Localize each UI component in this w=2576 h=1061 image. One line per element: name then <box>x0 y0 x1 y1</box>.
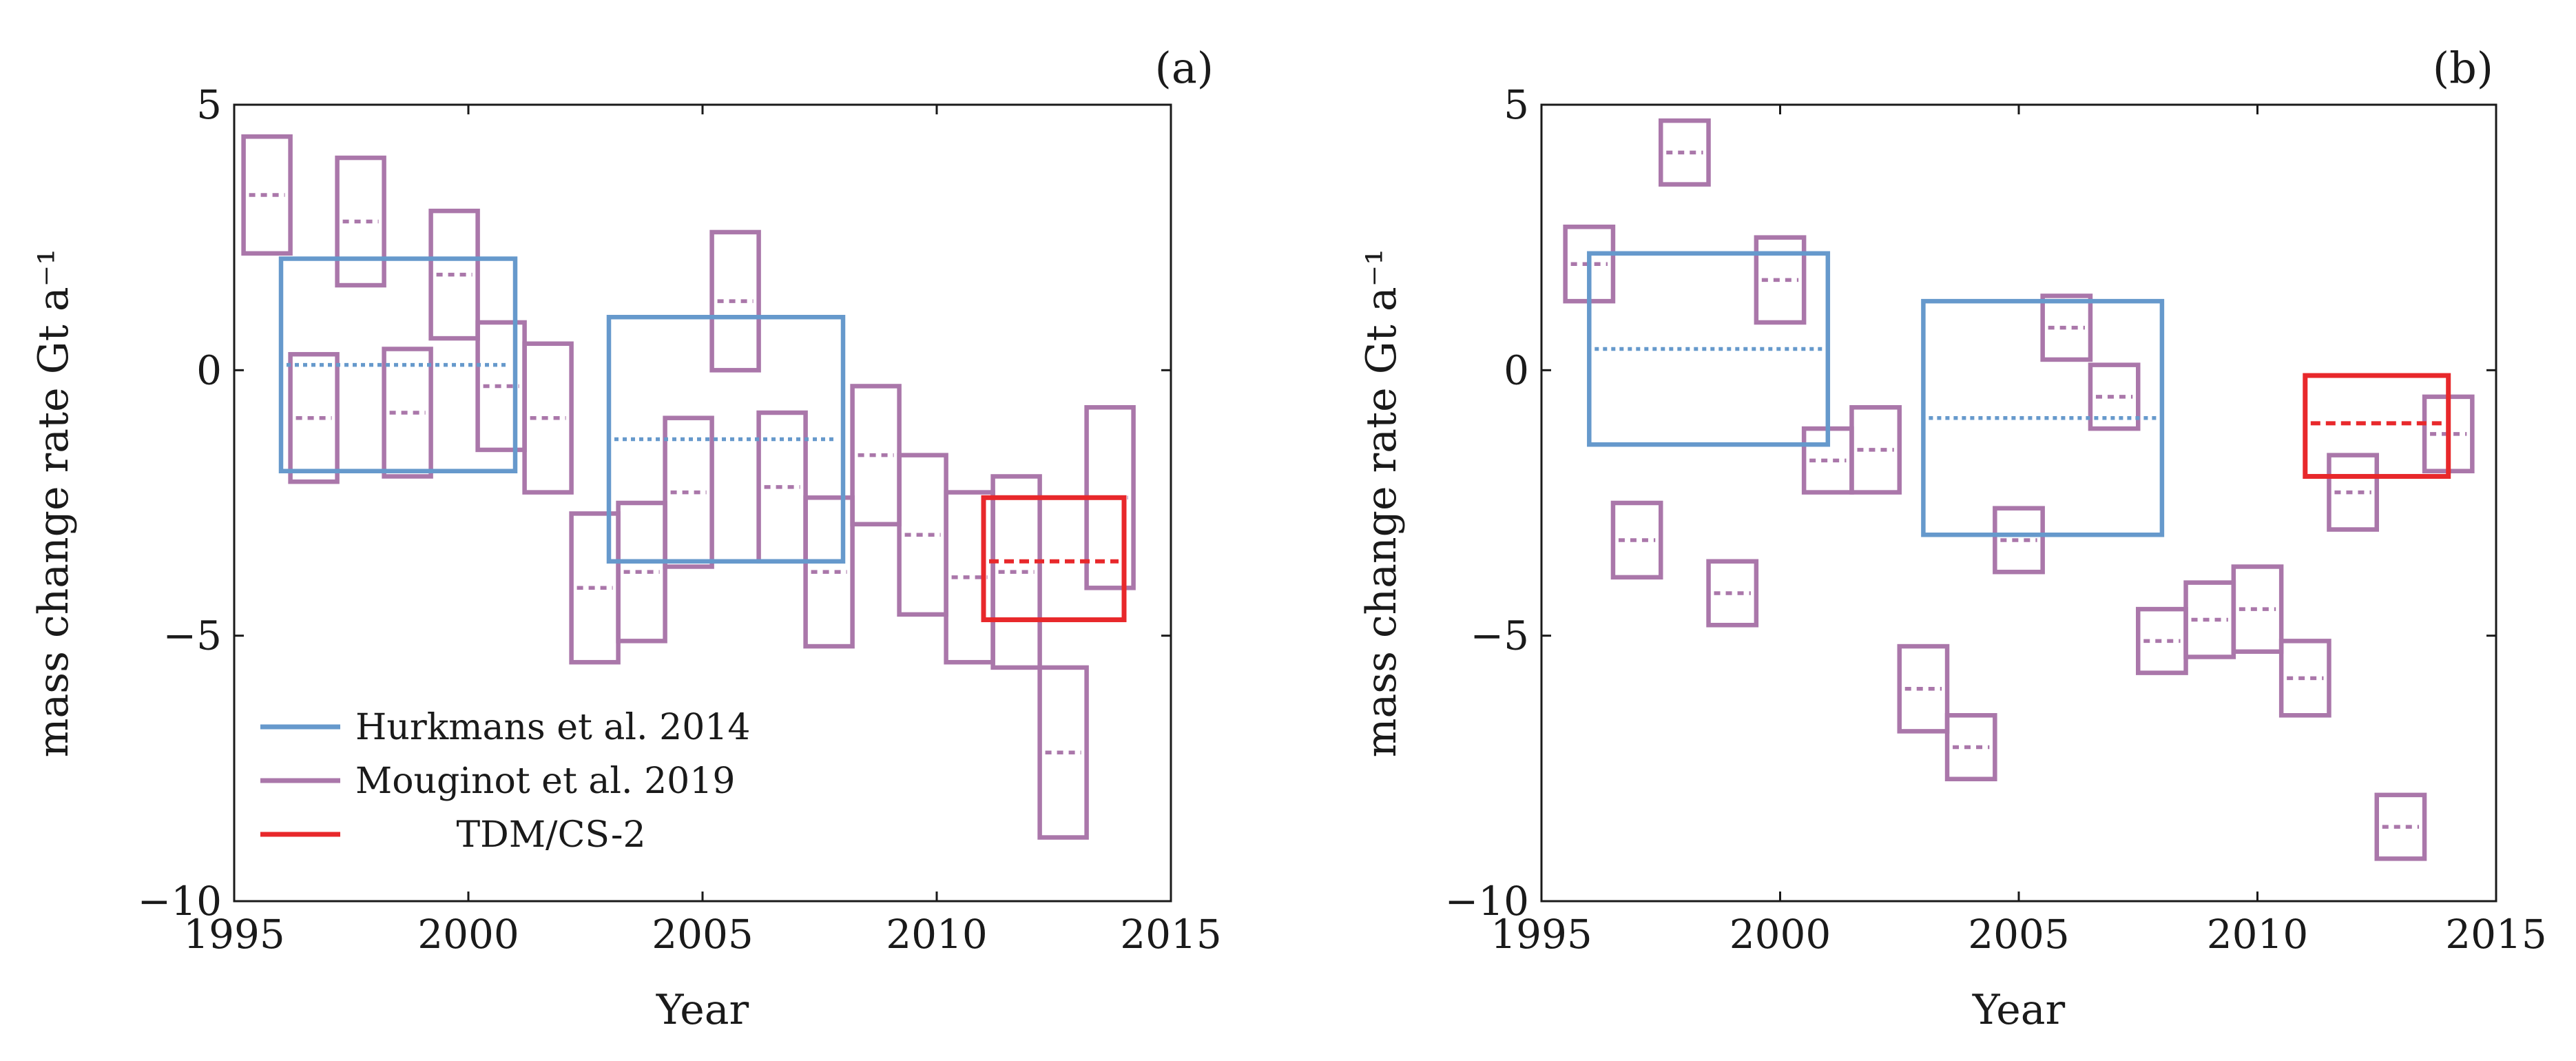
mouginot-et-al-2019-box <box>2088 362 2141 431</box>
mouginot-et-al-2019-box <box>709 229 761 373</box>
x-tick-label: 2000 <box>417 911 519 958</box>
mouginot-et-al-2019-box <box>241 134 293 256</box>
chart-panel-b: 1995 2000 2005 2010 2015 5 0 −5 −10 Year mass chan… <box>1358 43 2547 1034</box>
y-axis-title: mass change rate Gt a⁻¹ <box>1358 249 1406 758</box>
mouginot-et-al-2019-box <box>522 341 574 495</box>
hurkmans-et-al-2014-box <box>278 256 518 474</box>
tdm-cs-2-box <box>981 495 1127 623</box>
y-tick-label: 5 <box>196 81 222 128</box>
mouginot-et-al-2019-box <box>1993 506 2045 575</box>
x-tick-label: 2010 <box>886 911 988 958</box>
y-tick-label: 5 <box>1504 81 1529 128</box>
x-tick-label: 2015 <box>1120 911 1222 958</box>
mouginot-et-al-2019-box <box>990 474 1042 670</box>
legend-label: TDM/CS-2 <box>456 814 645 856</box>
mouginot-et-al-2019-box <box>616 500 667 643</box>
x-axis-title: Year <box>656 986 749 1034</box>
x-tick-label: 1995 <box>183 911 285 958</box>
mouginot-et-al-2019-box <box>663 415 714 569</box>
x-tick-label: 2010 <box>2207 911 2309 958</box>
x-tick-label: 2015 <box>2445 911 2547 958</box>
mouginot-et-al-2019-box <box>382 347 433 479</box>
mouginot-et-al-2019-box <box>1754 235 1807 325</box>
mouginot-et-al-2019-box <box>1849 405 1902 495</box>
mouginot-et-al-2019-box <box>428 208 480 341</box>
mouginot-et-al-2019-box <box>2374 792 2427 861</box>
y-tick-label: −10 <box>1445 878 1529 925</box>
chart-panel-a: 1995 2000 2005 2010 2015 5 0 −5 −10 Year mass chan… <box>30 43 1222 1034</box>
mouginot-et-al-2019-box <box>2278 639 2331 718</box>
mouginot-et-al-2019-box <box>1706 559 1759 628</box>
y-tick-label: −10 <box>138 878 222 925</box>
y-tick-label: 0 <box>1504 347 1529 393</box>
y-axis-title: mass change rate Gt a⁻¹ <box>30 249 78 758</box>
mouginot-et-al-2019-box <box>2327 453 2379 532</box>
hurkmans-et-al-2014-box <box>1921 298 2165 537</box>
panel-tag: (b) <box>2433 43 2493 93</box>
x-tick-label: 2005 <box>1968 911 2070 958</box>
mouginot-et-al-2019-box <box>335 155 386 288</box>
y-tick-label: −5 <box>1471 612 1530 659</box>
hurkmans-et-al-2014-box <box>1587 251 1831 447</box>
panel-tag: (a) <box>1155 43 1214 93</box>
plot-frame <box>1540 103 2497 903</box>
x-axis-title: Year <box>1972 986 2066 1034</box>
mouginot-et-al-2019-box <box>1610 500 1663 580</box>
y-tick-label: 0 <box>196 347 222 393</box>
hurkmans-et-al-2014-box <box>606 315 846 564</box>
mouginot-et-al-2019-box <box>2231 564 2284 655</box>
x-tick-label: 2005 <box>652 911 754 958</box>
y-tick-label: −5 <box>163 612 222 659</box>
mouginot-et-al-2019-box <box>288 351 340 484</box>
mouginot-et-al-2019-box <box>1659 118 1711 187</box>
legend-label: Hurkmans et al. 2014 <box>355 707 750 748</box>
tdm-cs-2-box <box>2303 373 2451 479</box>
mouginot-et-al-2019-box <box>2040 293 2093 362</box>
legend-label: Mouginot et al. 2019 <box>355 761 735 802</box>
mouginot-et-al-2019-box <box>1897 643 1950 734</box>
x-tick-label: 1995 <box>1490 911 1592 958</box>
mouginot-et-al-2019-box <box>803 495 855 649</box>
x-tick-label: 2000 <box>1730 911 1831 958</box>
mouginot-et-al-2019-box <box>1944 713 1997 781</box>
mouginot-et-al-2019-box <box>1037 665 1089 840</box>
